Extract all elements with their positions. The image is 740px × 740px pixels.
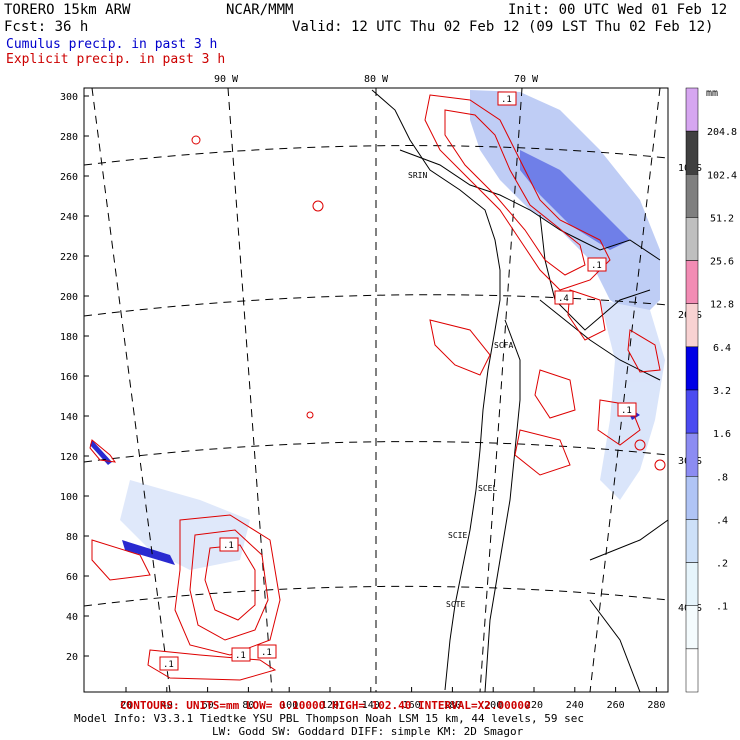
colorbar-swatch — [685, 87, 699, 132]
colorbar-swatch — [685, 476, 699, 520]
colorbar-label: 3.2 — [713, 386, 731, 397]
y-tick-label: 220 — [60, 252, 78, 263]
contour-label-box — [231, 647, 251, 662]
x-tick-label: 120 — [321, 700, 339, 711]
contour-label: .1 — [223, 541, 234, 551]
lon-label: 70 W — [514, 74, 539, 85]
y-tick-label: 20 — [66, 652, 78, 663]
contour-label: .4 — [558, 294, 569, 304]
colorbar-label: 102.4 — [707, 170, 737, 181]
explicit-legend: Explicit precip. in past 3 h — [6, 52, 226, 67]
contour-label-box — [587, 257, 607, 272]
model-info-physics: LW: Godd SW: Goddard DIFF: simple KM: 2D… — [212, 725, 524, 738]
cumulus-legend: Cumulus precip. in past 3 h — [6, 37, 218, 52]
colorbar-label: 1.6 — [713, 429, 731, 440]
lon-label: 90 W — [214, 74, 239, 85]
city-label: SCEL — [478, 484, 497, 493]
colorbar-label: 51.2 — [710, 213, 734, 224]
y-tick-label: 280 — [60, 132, 78, 143]
contour-label-box — [219, 537, 239, 552]
colorbar-label: 204.8 — [707, 127, 737, 138]
init-time: Init: 00 UTC Wed 01 Feb 12 — [508, 2, 728, 18]
colorbar-swatch — [685, 389, 699, 434]
y-tick-label: 160 — [60, 372, 78, 383]
city-label: SCIE — [448, 531, 467, 540]
coastline — [371, 89, 669, 693]
contour-label: .1 — [235, 651, 246, 661]
x-tick-label: 160 — [403, 700, 421, 711]
forecast-hour: Fcst: 36 h — [4, 19, 89, 35]
y-tick-label: 260 — [60, 172, 78, 183]
y-tick-label: 200 — [60, 292, 78, 303]
contour-label: .1 — [163, 660, 174, 670]
colorbar-swatch — [685, 217, 699, 261]
city-label: SRIN — [408, 171, 427, 180]
contour-label-group: .1 .1 .4 .1 .1 .1 .1 .1 — [159, 91, 637, 671]
y-tick-label: 40 — [66, 612, 78, 623]
model-name: TORERO 15km ARW — [4, 2, 131, 18]
x-tick-label: 280 — [647, 700, 665, 711]
y-tick-label: 300 — [60, 92, 78, 103]
contour-label-box — [554, 290, 574, 305]
x-tick-label: 100 — [280, 700, 298, 711]
colorbar-swatch — [685, 562, 699, 606]
colorbar-swatch — [685, 346, 699, 391]
contour-label: .1 — [621, 406, 632, 416]
y-tick-label: 80 — [66, 532, 78, 543]
city-label: SCFA — [494, 341, 513, 350]
x-axis: 20 40 60 80 100 120 140 160 180 200 220 240 260 280 — [120, 687, 665, 711]
x-tick-label: 260 — [607, 700, 625, 711]
x-tick-label: 140 — [362, 700, 380, 711]
contour-label-box — [617, 402, 637, 417]
y-tick-label: 240 — [60, 212, 78, 223]
contour-label-box — [159, 656, 179, 671]
y-tick-label: 100 — [60, 492, 78, 503]
colorbar-label: .8 — [716, 472, 728, 483]
x-tick-label: 240 — [566, 700, 584, 711]
colorbar-label: .2 — [716, 559, 728, 570]
city-label: SCTE — [446, 600, 465, 609]
colorbar-label: 6.4 — [713, 343, 731, 354]
x-tick-label: 20 — [120, 700, 132, 711]
valid-time: Valid: 12 UTC Thu 02 Feb 12 (09 LST Thu … — [292, 19, 714, 35]
colorbar: 204.8 102.4 51.2 25.6 12.8 6.4 3.2 1.6 .8 .4 .2 .1 — [685, 87, 737, 693]
x-tick-label: 40 — [161, 700, 173, 711]
x-tick-label: 80 — [242, 700, 254, 711]
lon-label: 80 W — [364, 74, 389, 85]
x-tick-label: 60 — [202, 700, 214, 711]
x-tick-label: 200 — [484, 700, 502, 711]
y-tick-label: 140 — [60, 412, 78, 423]
y-axis: 300 280 260 240 220 200 180 160 140 120 100 80 60 40 2… — [60, 92, 89, 663]
colorbar-swatch — [685, 303, 699, 348]
contour-label-box — [257, 644, 277, 659]
colorbar-label: .4 — [716, 515, 728, 526]
colorbar-swatch — [685, 260, 699, 304]
colorbar-swatch — [685, 648, 699, 693]
y-tick-label: 60 — [66, 572, 78, 583]
colorbar-swatch — [685, 432, 699, 477]
colorbar-swatch — [685, 519, 699, 563]
contour-label: .1 — [591, 261, 602, 271]
colorbar-swatch — [685, 130, 699, 175]
colorbar-label: 12.8 — [710, 300, 734, 311]
contour-label: .1 — [261, 648, 272, 658]
colorbar-unit: mm — [706, 88, 718, 99]
y-tick-label: 180 — [60, 332, 78, 343]
contours-info: CONTOURS: UNITS=mm LOW= 0.10000 HIGH= 10… — [120, 699, 531, 712]
x-tick-label: 220 — [525, 700, 543, 711]
colorbar-label: .1 — [716, 602, 728, 613]
colorbar-label: 25.6 — [710, 257, 734, 268]
y-tick-label: 120 — [60, 452, 78, 463]
organization: NCAR/MMM — [226, 2, 294, 18]
colorbar-swatch — [685, 605, 699, 650]
contour-label-box — [497, 91, 517, 106]
colorbar-swatch — [685, 174, 699, 218]
graticule — [83, 87, 669, 693]
contour-label: .1 — [501, 95, 512, 105]
x-tick-label: 180 — [443, 700, 461, 711]
model-info: Model Info: V3.3.1 Tiedtke YSU PBL Thomp… — [74, 712, 584, 725]
